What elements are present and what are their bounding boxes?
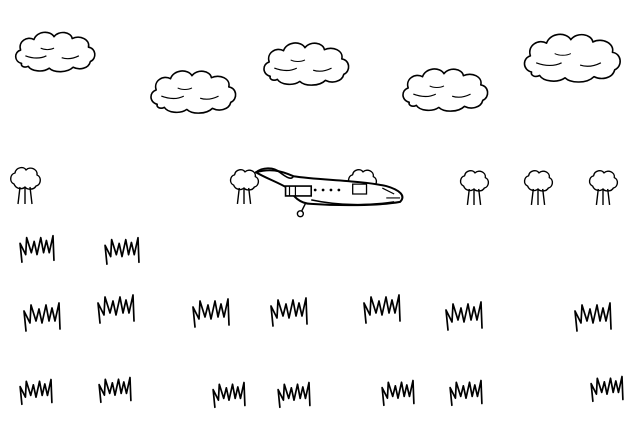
sky-background <box>0 0 640 425</box>
game-scene[interactable] <box>0 0 640 425</box>
